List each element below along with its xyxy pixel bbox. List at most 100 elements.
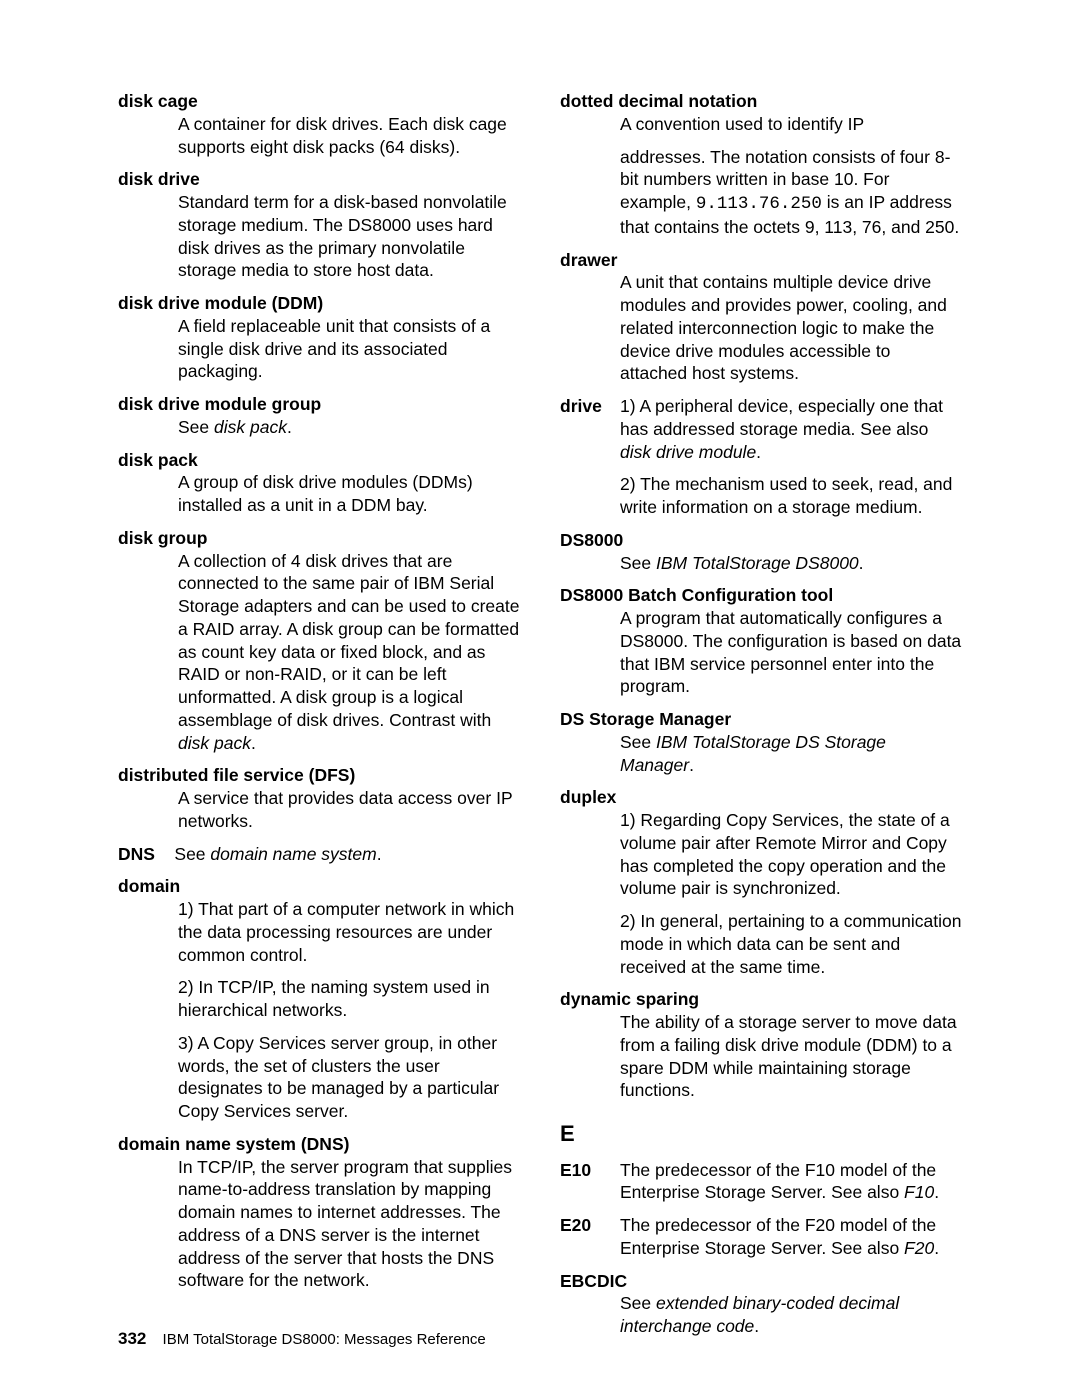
- entry-dns-full: domain name system (DNS) In TCP/IP, the …: [118, 1133, 520, 1292]
- entry-disk-group: disk group A collection of 4 disk drives…: [118, 527, 520, 755]
- definition-text: A field replaceable unit that consists o…: [178, 315, 520, 383]
- entry-disk-drive: disk drive Standard term for a disk-base…: [118, 168, 520, 282]
- entry-dfs: distributed file service (DFS) A service…: [118, 764, 520, 832]
- footer-reference: IBM TotalStorage DS8000: Messages Refere…: [163, 1331, 486, 1348]
- term: disk group: [118, 527, 520, 550]
- see-post: .: [287, 417, 292, 437]
- term: E10: [560, 1159, 616, 1182]
- entry-ds8000-batch: DS8000 Batch Configuration tool A progra…: [560, 584, 962, 698]
- term: disk drive module group: [118, 393, 520, 416]
- definition-text: addresses. The notation consists of four…: [620, 146, 962, 239]
- term: drawer: [560, 249, 962, 272]
- entry-dynamic-sparing: dynamic sparing The ability of a storage…: [560, 988, 962, 1102]
- definition-text: A group of disk drive modules (DDMs) ins…: [178, 471, 520, 517]
- text: The predecessor of the F10 model of the …: [620, 1160, 936, 1203]
- definition-text: 2) In general, pertaining to a communica…: [620, 910, 962, 978]
- definition-text: 2) In TCP/IP, the naming system used in …: [178, 976, 520, 1022]
- entry-ddm-group: disk drive module group See disk pack.: [118, 393, 520, 439]
- see-ref: disk pack: [214, 417, 287, 437]
- see-label: See: [620, 553, 656, 573]
- see-ref: F20: [904, 1238, 934, 1258]
- see-label: See: [178, 417, 214, 437]
- term: DS Storage Manager: [560, 708, 962, 731]
- definition-text: A service that provides data access over…: [178, 787, 520, 833]
- definition-text: See extended binary-coded decimal interc…: [620, 1292, 962, 1338]
- text: A collection of 4 disk drives that are c…: [178, 551, 520, 730]
- page-footer: 332 IBM TotalStorage DS8000: Messages Re…: [118, 1329, 486, 1349]
- see-post: .: [754, 1316, 759, 1336]
- see-label: See: [620, 1293, 656, 1313]
- entry-ds8000: DS8000 See IBM TotalStorage DS8000.: [560, 529, 962, 575]
- text: .: [934, 1182, 939, 1202]
- definition-text: A collection of 4 disk drives that are c…: [178, 550, 520, 755]
- entry-ds-storage-mgr: DS Storage Manager See IBM TotalStorage …: [560, 708, 962, 776]
- definition-text: 1) Regarding Copy Services, the state of…: [620, 809, 962, 900]
- entry-drawer: drawer A unit that contains multiple dev…: [560, 249, 962, 386]
- text: 1) A peripheral device, especially one t…: [620, 396, 943, 439]
- definition-text: A unit that contains multiple device dri…: [620, 271, 962, 385]
- see-post: .: [859, 553, 864, 573]
- term: distributed file service (DFS): [118, 764, 520, 787]
- definition-text: A convention used to identify IP: [620, 113, 962, 136]
- see-ref: IBM TotalStorage DS8000: [656, 553, 859, 573]
- entry-dotted-cont: addresses. The notation consists of four…: [560, 146, 962, 239]
- see-ref: extended binary-coded decimal interchang…: [620, 1293, 899, 1336]
- definition-text: See IBM TotalStorage DS Storage Manager.: [620, 731, 962, 777]
- definition-text: In TCP/IP, the server program that suppl…: [178, 1156, 520, 1293]
- see-ref: domain name system: [210, 844, 376, 864]
- definition-text: DNS See domain name system.: [118, 843, 520, 866]
- text: .: [251, 733, 256, 753]
- entry-dns-abbrev: DNS See domain name system.: [118, 843, 520, 866]
- term: DS8000 Batch Configuration tool: [560, 584, 962, 607]
- entry-duplex: duplex 1) Regarding Copy Services, the s…: [560, 786, 962, 978]
- entry-disk-pack: disk pack A group of disk drive modules …: [118, 449, 520, 517]
- term: drive: [560, 395, 616, 418]
- entry-drive: drive 1) A peripheral device, especially…: [560, 395, 962, 519]
- term: domain: [118, 875, 520, 898]
- term: disk cage: [118, 90, 520, 113]
- term: disk pack: [118, 449, 520, 472]
- page-number: 332: [118, 1329, 146, 1348]
- entry-ebcdic: EBCDIC See extended binary-coded decimal…: [560, 1270, 962, 1338]
- definition-text: 2) The mechanism used to seek, read, and…: [620, 473, 962, 519]
- entry-disk-cage: disk cage A container for disk drives. E…: [118, 90, 520, 158]
- see-ref: IBM TotalStorage DS Storage Manager: [620, 732, 886, 775]
- term: domain name system (DNS): [118, 1133, 520, 1156]
- see-ref: disk drive module: [620, 442, 756, 462]
- text: .: [934, 1238, 939, 1258]
- term: DNS: [118, 844, 155, 864]
- definition-text: Standard term for a disk-based nonvolati…: [178, 191, 520, 282]
- entry-ddm: disk drive module (DDM) A field replacea…: [118, 292, 520, 383]
- entry-e10: E10 The predecessor of the F10 model of …: [560, 1159, 962, 1205]
- definition-text: 1) A peripheral device, especially one t…: [620, 395, 962, 463]
- definition-text: The predecessor of the F10 model of the …: [620, 1159, 962, 1205]
- entry-e20: E20 The predecessor of the F20 model of …: [560, 1214, 962, 1260]
- see-label: See: [174, 844, 210, 864]
- definition-text: A program that automatically configures …: [620, 607, 962, 698]
- term: duplex: [560, 786, 962, 809]
- see-post: .: [689, 755, 694, 775]
- contrast-ref: disk pack: [178, 733, 251, 753]
- term: EBCDIC: [560, 1270, 962, 1293]
- definition-text: 1) That part of a computer network in wh…: [178, 898, 520, 966]
- definition-text: See IBM TotalStorage DS8000.: [620, 552, 962, 575]
- entry-domain: domain 1) That part of a computer networ…: [118, 875, 520, 1123]
- glossary-content: disk cage A container for disk drives. E…: [118, 90, 962, 1338]
- term: DS8000: [560, 529, 962, 552]
- see-label: See: [620, 732, 656, 752]
- term: dotted decimal notation: [560, 90, 962, 113]
- term: dynamic sparing: [560, 988, 962, 1011]
- see-ref: F10: [904, 1182, 934, 1202]
- definition-text: 3) A Copy Services server group, in othe…: [178, 1032, 520, 1123]
- definition-text: The predecessor of the F20 model of the …: [620, 1214, 962, 1260]
- entry-dotted-start: dotted decimal notation A convention use…: [560, 90, 962, 136]
- term: disk drive module (DDM): [118, 292, 520, 315]
- term: E20: [560, 1214, 616, 1237]
- definition-text: A container for disk drives. Each disk c…: [178, 113, 520, 159]
- definition-text: The ability of a storage server to move …: [620, 1011, 962, 1102]
- ip-example: 9.113.76.250: [696, 194, 822, 214]
- page: disk cage A container for disk drives. E…: [0, 0, 1080, 1397]
- term: disk drive: [118, 168, 520, 191]
- text: The predecessor of the F20 model of the …: [620, 1215, 936, 1258]
- section-heading-e: E: [560, 1120, 962, 1149]
